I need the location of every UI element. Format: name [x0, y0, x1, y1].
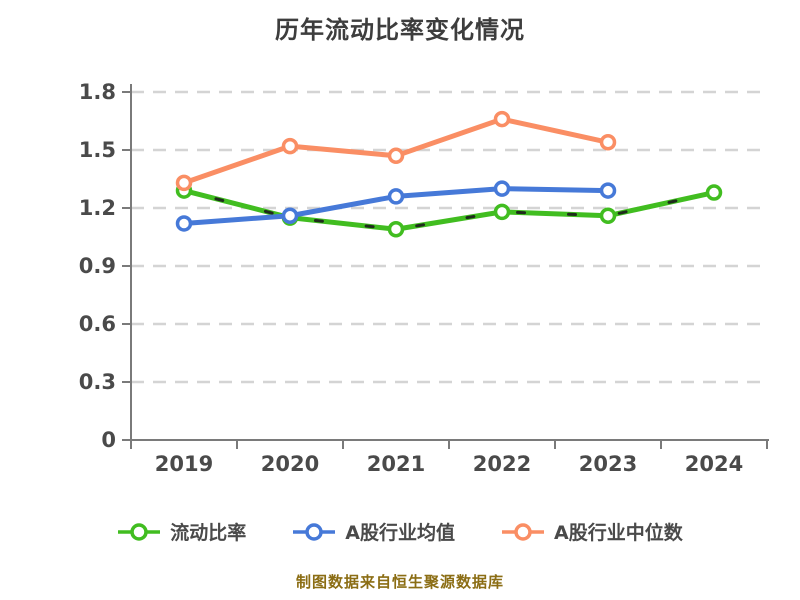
data-point-current-ratio-2022[interactable]: [493, 203, 511, 221]
data-point-current-ratio-2021[interactable]: [387, 221, 405, 238]
data-point-industry-median-2023[interactable]: [599, 134, 617, 151]
series-line-dash-overlay-current-ratio: [182, 189, 716, 231]
legend-label-industry-average: A股行业均值: [345, 522, 455, 544]
data-point-current-ratio-2024[interactable]: [705, 184, 723, 201]
x-tick-label: 2023: [579, 452, 637, 476]
x-tick-label: 2019: [155, 452, 213, 476]
legend-label-industry-median: A股行业中位数: [554, 522, 683, 544]
line-chart-plot-area: 0 0.3 0.6 0.9 1.2 1.5 1.8 2019 2020 2021 2022 2023 2…: [79, 80, 769, 476]
data-point-industry-average-2023[interactable]: [599, 182, 617, 199]
legend: 流动比率 A股行业均值 A股行业中位数: [0, 518, 800, 545]
x-tick-label: 2020: [261, 452, 319, 476]
legend-label-current-ratio: 流动比率: [170, 522, 247, 544]
y-tick-label: 1.8: [79, 80, 116, 104]
legend-item-industry-average[interactable]: A股行业均值: [292, 518, 455, 545]
legend-item-current-ratio[interactable]: 流动比率: [117, 518, 246, 545]
x-tick-label: 2021: [367, 452, 425, 476]
legend-item-industry-median[interactable]: A股行业中位数: [501, 518, 683, 545]
industry-median-legend-marker-icon: [502, 522, 544, 541]
x-tick-label: 2022: [473, 452, 531, 476]
data-point-industry-average-2019[interactable]: [175, 215, 193, 232]
series-line-current-ratio[interactable]: [181, 188, 717, 232]
chart-title: 历年流动比率变化情况: [275, 16, 525, 44]
data-point-industry-average-2020[interactable]: [281, 207, 299, 224]
data-point-industry-median-2022[interactable]: [493, 110, 511, 128]
industry-average-legend-marker-icon: [293, 522, 336, 541]
y-tick-label: 0: [101, 428, 116, 452]
data-point-industry-median-2021[interactable]: [387, 147, 405, 165]
data-point-industry-median-2020[interactable]: [281, 137, 299, 155]
data-point-current-ratio-2023[interactable]: [599, 207, 617, 224]
data-source-note: 制图数据来自恒生聚源数据库: [295, 573, 504, 591]
data-point-industry-median-2019[interactable]: [175, 174, 193, 192]
y-tick-label: 0.9: [79, 254, 116, 278]
y-tick-label: 0.6: [79, 312, 116, 336]
y-tick-label: 1.5: [79, 138, 116, 162]
data-point-industry-average-2022[interactable]: [493, 180, 511, 197]
data-point-industry-average-2021[interactable]: [387, 188, 405, 205]
y-tick-label: 0.3: [79, 370, 116, 394]
y-tick-label: 1.2: [79, 196, 116, 220]
x-tick-label: 2024: [685, 452, 743, 476]
current-ratio-legend-marker-icon: [118, 522, 161, 541]
